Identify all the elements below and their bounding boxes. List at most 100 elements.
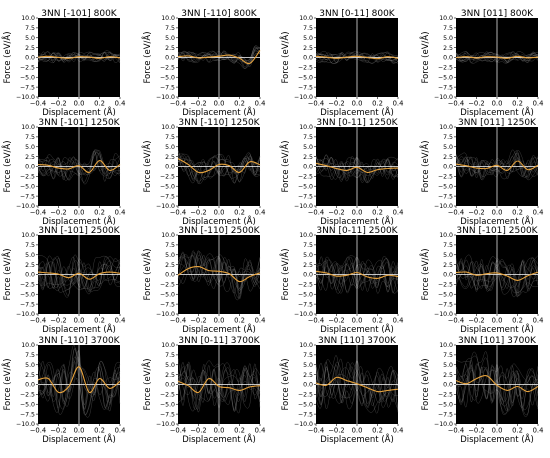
y-tick-label: −2.5 (20, 174, 35, 181)
subplot-title: 3NN [-101] 2500K (456, 226, 538, 236)
y-tick-label: 10.0 (299, 342, 313, 349)
x-axis-label: Displacement (Å) (460, 323, 534, 335)
mean-force-curve (315, 270, 399, 280)
x-tick-label: 0.4 (533, 209, 544, 217)
x-tick-label: −0.2 (328, 209, 345, 217)
x-tick-label: 0.4 (533, 100, 544, 108)
y-tick-label: −10.0 (434, 203, 453, 210)
x-axis-label: Displacement (Å) (42, 433, 116, 445)
y-tick-label: −5.0 (160, 183, 175, 190)
y-tick-label: 7.5 (25, 242, 35, 249)
mean-force-curve (455, 55, 539, 59)
subplot: 3NN [0-11] 800K 10.0 7.5 5.0 2.5 0.0 −2.5 −5.0 −… (279, 9, 403, 118)
x-tick-label: 0.4 (393, 317, 404, 325)
y-tick-label: 0.0 (303, 55, 313, 62)
x-tick-label: −0.4 (30, 209, 47, 217)
x-tick-label: −0.4 (308, 427, 325, 435)
x-tick-label: −0.4 (170, 209, 187, 217)
y-tick-label: −7.5 (20, 301, 35, 308)
subplot-title: 3NN [0-11] 3700K (178, 336, 260, 346)
y-axis-label: Force (eV/Å) (279, 31, 291, 83)
x-tick-label: −0.4 (170, 427, 187, 435)
x-tick-label: −0.2 (468, 100, 485, 108)
x-axis-label: Displacement (Å) (182, 433, 256, 445)
x-axis-label: Displacement (Å) (460, 106, 534, 118)
x-axis-label: Displacement (Å) (320, 433, 394, 445)
y-axis-label: Force (eV/Å) (279, 248, 291, 300)
y-axis-label: Force (eV/Å) (141, 358, 153, 410)
y-tick-label: 10.0 (21, 342, 35, 349)
x-tick-label: 0.4 (393, 427, 404, 435)
x-tick-label: 0.2 (512, 100, 523, 108)
x-tick-label: 0.2 (372, 209, 383, 217)
x-tick-label: 0.0 (74, 317, 85, 325)
y-tick-label: 5.0 (303, 252, 313, 259)
x-tick-label: −0.2 (328, 317, 345, 325)
subplot: 3NN [-110] 800K 10.0 7.5 5.0 2.5 0.0 −2.5 −5.0 −… (141, 9, 265, 118)
x-tick-label: 0.4 (115, 100, 126, 108)
x-tick-label: −0.2 (190, 317, 207, 325)
y-axis-label: Force (eV/Å) (141, 248, 153, 300)
y-tick-label: 10.0 (299, 232, 313, 239)
y-tick-label: 10.0 (161, 232, 175, 239)
y-tick-label: 2.5 (165, 154, 175, 161)
y-tick-label: 5.0 (443, 252, 453, 259)
y-tick-label: 7.5 (165, 242, 175, 249)
y-tick-label: −10.0 (16, 203, 35, 210)
y-tick-label: 2.5 (443, 45, 453, 52)
y-tick-label: 0.0 (443, 164, 453, 171)
y-tick-label: 2.5 (303, 154, 313, 161)
y-tick-label: 2.5 (443, 154, 453, 161)
x-tick-label: −0.2 (190, 100, 207, 108)
y-tick-label: −7.5 (298, 301, 313, 308)
y-tick-label: −7.5 (160, 411, 175, 418)
y-tick-label: −7.5 (160, 193, 175, 200)
x-tick-label: 0.2 (94, 209, 105, 217)
y-tick-label: 2.5 (303, 45, 313, 52)
x-axis-label: Displacement (Å) (42, 106, 116, 118)
x-axis-label: Displacement (Å) (320, 323, 394, 335)
y-tick-label: 10.0 (21, 232, 35, 239)
subplot: 3NN [-101] 800K 10.0 7.5 5.0 2.5 0.0 −2.5 −5.0 −… (1, 9, 125, 118)
y-tick-label: −2.5 (298, 65, 313, 72)
y-tick-label: 0.0 (303, 272, 313, 279)
mean-force-curve (37, 160, 121, 173)
x-tick-label: −0.2 (50, 427, 67, 435)
y-tick-label: −2.5 (160, 282, 175, 289)
y-tick-label: −5.0 (298, 291, 313, 298)
y-tick-label: 0.0 (443, 382, 453, 389)
y-tick-label: 5.0 (303, 35, 313, 42)
y-tick-label: 5.0 (25, 362, 35, 369)
y-tick-label: −7.5 (160, 301, 175, 308)
y-tick-label: −5.0 (160, 74, 175, 81)
y-tick-label: −10.0 (294, 421, 313, 428)
x-tick-label: 0.2 (234, 317, 245, 325)
x-tick-label: 0.4 (115, 317, 126, 325)
x-axis-label: Displacement (Å) (182, 106, 256, 118)
x-tick-label: 0.2 (234, 427, 245, 435)
subplot-title: 3NN [011] 800K (461, 9, 534, 19)
y-axis-label: Force (eV/Å) (419, 358, 431, 410)
y-tick-label: −5.0 (160, 401, 175, 408)
y-tick-label: −5.0 (20, 183, 35, 190)
y-tick-label: −7.5 (438, 301, 453, 308)
y-tick-label: 0.0 (165, 55, 175, 62)
y-tick-label: 0.0 (25, 164, 35, 171)
y-tick-label: 7.5 (303, 242, 313, 249)
y-tick-label: −2.5 (160, 392, 175, 399)
mean-force-curve (177, 50, 261, 65)
x-tick-label: 0.2 (234, 209, 245, 217)
y-tick-label: 7.5 (303, 352, 313, 359)
y-tick-label: 2.5 (25, 372, 35, 379)
y-tick-label: 7.5 (443, 352, 453, 359)
mean-force-curve (37, 55, 121, 59)
x-tick-label: −0.2 (50, 100, 67, 108)
mean-force-curve (315, 376, 399, 393)
x-tick-label: 0.0 (214, 427, 225, 435)
y-tick-label: 10.0 (439, 124, 453, 131)
x-tick-label: −0.4 (308, 100, 325, 108)
y-tick-label: −5.0 (20, 291, 35, 298)
y-tick-label: 7.5 (303, 25, 313, 32)
